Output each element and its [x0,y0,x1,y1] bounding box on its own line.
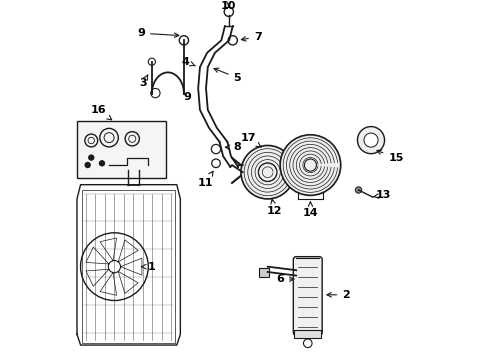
Bar [258,269,269,277]
Circle shape [357,127,384,154]
Text: 16: 16 [90,105,111,120]
Bar [77,121,166,177]
Text: 7: 7 [241,32,261,42]
Bar [294,330,321,338]
Text: 8: 8 [225,142,241,152]
Text: 5: 5 [214,68,241,83]
Circle shape [280,135,340,195]
Text: 4: 4 [182,57,195,67]
Circle shape [355,187,361,193]
Text: 3: 3 [139,75,147,88]
Text: 6: 6 [276,274,293,284]
Text: 1: 1 [141,262,155,272]
FancyBboxPatch shape [293,257,322,336]
Text: 11: 11 [197,171,213,188]
Circle shape [99,161,104,166]
Circle shape [241,145,294,199]
Text: 2: 2 [326,290,349,300]
Circle shape [363,133,377,147]
Text: 13: 13 [372,190,390,201]
Circle shape [89,155,94,160]
Text: 15: 15 [376,150,403,163]
Text: 12: 12 [266,199,282,216]
Text: 17: 17 [240,133,261,147]
Bar [82,190,175,343]
Text: 9: 9 [183,93,191,102]
Text: 14: 14 [302,202,318,218]
Text: 10: 10 [221,1,236,12]
Circle shape [85,162,90,167]
Text: 9: 9 [137,28,179,38]
